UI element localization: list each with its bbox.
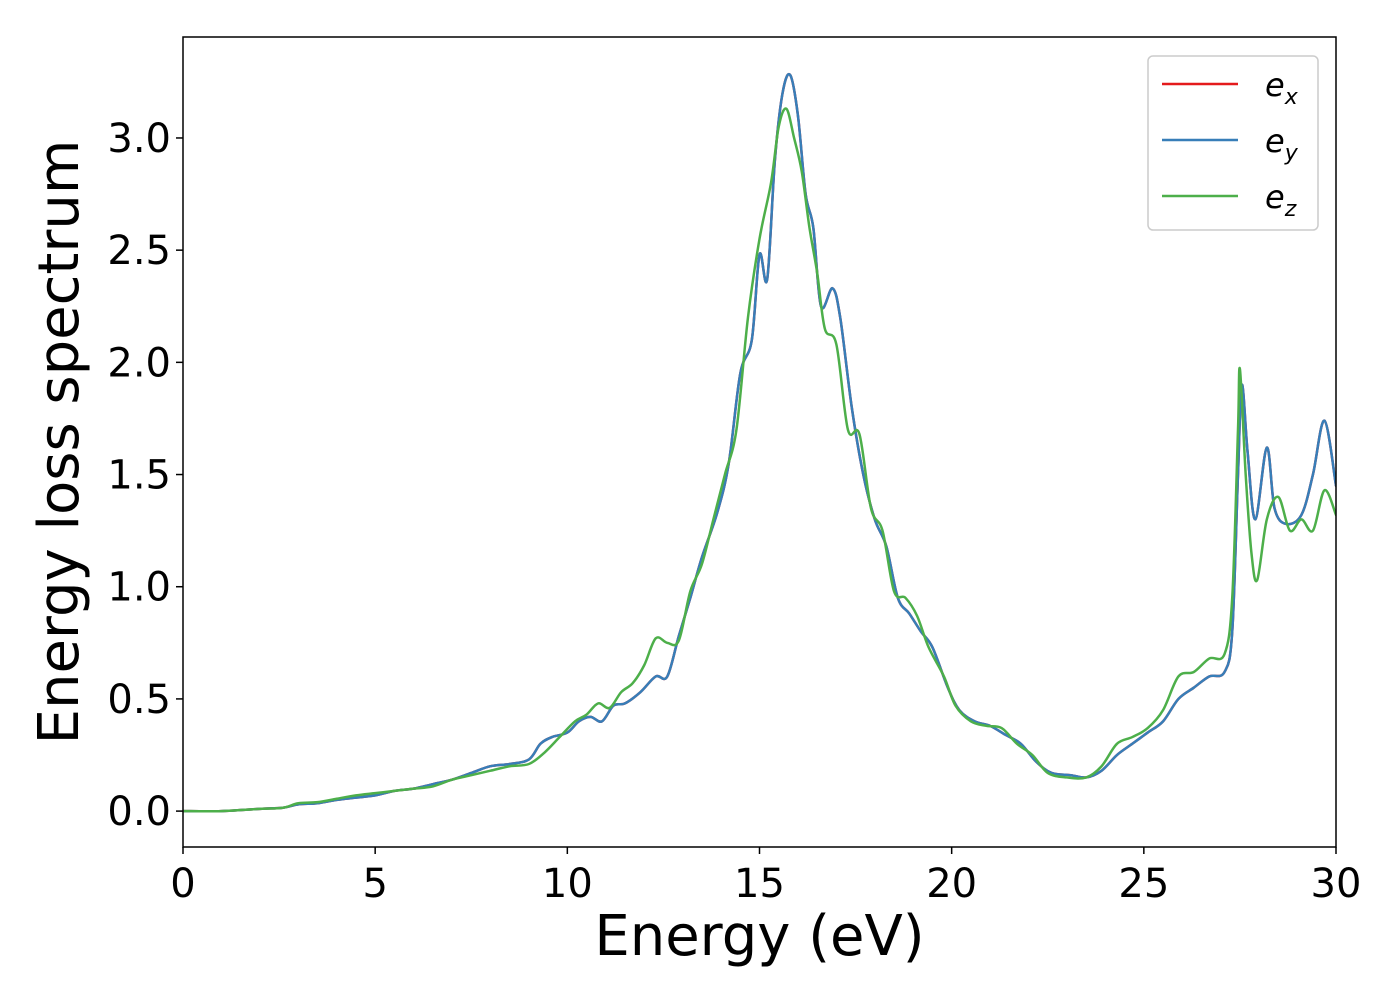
y-tick-label: 1.5 (107, 453, 171, 499)
x-tick-label: 10 (542, 861, 593, 907)
y-tick-label: 3.0 (107, 116, 171, 162)
legend-label-y: ey (1265, 122, 1299, 166)
x-tick-label: 20 (926, 861, 977, 907)
legend-label-x: ex (1265, 66, 1299, 110)
x-tick-label: 15 (734, 861, 785, 907)
y-tick-label: 0.0 (107, 789, 171, 835)
x-axis: 0 5 10 15 20 25 30 (170, 847, 1361, 907)
y-tick-label: 0.5 (107, 677, 171, 723)
legend-label-z: ez (1265, 178, 1297, 222)
series-layer (183, 73, 1336, 813)
x-tick-label: 25 (1118, 861, 1169, 907)
y-axis-title: Energy loss spectrum (27, 140, 92, 745)
series-line-z (183, 107, 1336, 813)
x-tick-label: 0 (170, 861, 195, 907)
legend: ex ey ez (1147, 55, 1319, 231)
y-tick-label: 2.5 (107, 228, 171, 274)
y-axis: 0.0 0.5 1.0 1.5 2.0 2.5 3.0 (107, 116, 183, 835)
series-line-y (183, 73, 1336, 813)
x-tick-label: 5 (362, 861, 387, 907)
x-axis-title: Energy (eV) (594, 904, 924, 969)
y-tick-label: 1.0 (107, 565, 171, 611)
legend-box (1147, 55, 1319, 231)
y-tick-label: 2.0 (107, 340, 171, 386)
x-tick-label: 30 (1311, 861, 1362, 907)
